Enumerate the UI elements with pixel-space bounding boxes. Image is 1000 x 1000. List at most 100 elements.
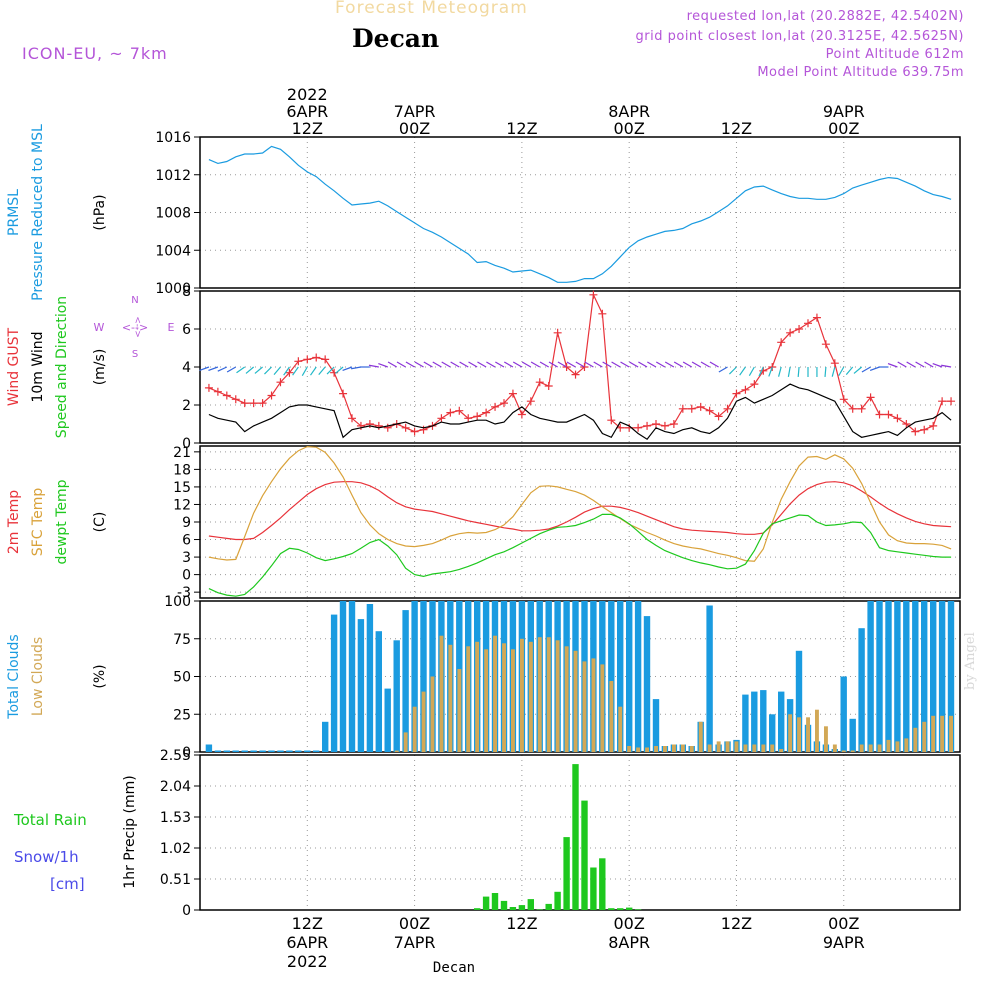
wind-direction-arrow [387, 361, 398, 368]
clouds-bar [366, 604, 374, 752]
precip-ytick-label: 1.02 [160, 841, 191, 857]
precip-ytick-label: 2.04 [160, 779, 191, 795]
wind-direction-arrow [273, 366, 281, 376]
clouds-bar [617, 601, 624, 752]
compass-south-label: S [132, 349, 138, 360]
clouds-bar [627, 746, 632, 752]
gust-point-marker [410, 427, 419, 436]
gust-point-marker [750, 380, 759, 389]
gust-point-marker [204, 383, 213, 392]
gust-point-marker [929, 421, 938, 430]
temperature-ytick-label: 6 [182, 533, 191, 549]
precip-bar [474, 908, 481, 910]
pressure-frame [199, 136, 961, 289]
wind-direction-arrow [728, 366, 737, 375]
precip-bar [626, 907, 633, 910]
wind-ytick-label: 8 [182, 284, 191, 300]
wind-direction-arrow [292, 366, 299, 376]
model-name: ICON-EU, ~ 7km [22, 44, 168, 63]
precip-bar [536, 909, 543, 910]
clouds-bar [922, 721, 927, 752]
clouds-bar [214, 750, 222, 752]
location-name: Decan [352, 24, 440, 53]
wind-direction-arrow [682, 361, 693, 368]
gust-point-marker [339, 389, 348, 398]
clouds-bar [466, 646, 471, 752]
clouds-bar [921, 601, 928, 752]
clouds-bar [895, 741, 900, 752]
clouds-bar [672, 744, 676, 752]
gust-point-marker [857, 404, 866, 413]
gust-point-marker [678, 404, 687, 413]
gust-point-marker [348, 414, 356, 423]
wind-direction-arrow [350, 366, 362, 370]
clouds-bar [652, 699, 660, 752]
gust-point-marker [839, 395, 848, 404]
gust-point-marker [222, 391, 231, 400]
pressure-ytick-label: 1012 [155, 168, 191, 184]
clouds-bar [849, 718, 856, 752]
clouds-bar [394, 750, 399, 752]
clouds-bar [859, 744, 864, 752]
wind-direction-arrow [647, 361, 657, 368]
clouds-bar [706, 605, 713, 752]
precip-bar [545, 903, 552, 910]
clouds-ytick-label: 100 [164, 594, 191, 610]
wind-direction-arrow [700, 361, 710, 368]
temperature-series-line [208, 513, 952, 597]
clouds-bar [232, 750, 239, 752]
precip-panel: 0 0.51 1.02 1.53 2.04 2.55 Total Rain Snow/1h [c… [13, 748, 961, 919]
gust-point-marker [437, 414, 446, 423]
clouds-bar [752, 744, 757, 752]
clouds-bar [931, 715, 936, 752]
gust-point-marker [464, 414, 473, 423]
model-point-altitude: Model Point Altitude 639.75m [757, 65, 964, 80]
wind-direction-arrow [283, 366, 290, 376]
clouds-bar [430, 676, 435, 752]
wind-direction-arrow [486, 361, 496, 368]
clouds-bar [582, 661, 587, 752]
time-tick-label-top: 00Z [828, 119, 859, 138]
clouds-bar [841, 750, 846, 752]
wind-direction-arrow [861, 366, 871, 373]
clouds-bar [457, 669, 462, 752]
precip-bar [634, 909, 642, 910]
clouds-bar [618, 706, 623, 752]
compass-north-label: N [131, 295, 138, 306]
clouds-bar [286, 750, 293, 752]
wind-direction-arrow [548, 361, 558, 368]
clouds-bar [502, 643, 506, 752]
precip-bar [608, 908, 615, 910]
clouds-bar [930, 601, 937, 752]
wind-direction-arrow [758, 366, 764, 377]
clouds-bar [546, 637, 551, 752]
wind-direction-arrow [869, 366, 880, 371]
clouds-bar [707, 744, 712, 752]
clouds-bar [330, 614, 338, 752]
wind-direction-arrow [396, 361, 406, 368]
clouds-bar [778, 691, 785, 752]
wind-direction-arrow [539, 361, 550, 368]
precip-ytick-label: 0 [182, 903, 191, 919]
wind-direction-arrow [557, 361, 567, 368]
clouds-bar [205, 744, 213, 752]
gust-point-marker [875, 410, 884, 419]
gust-point-marker [526, 397, 535, 406]
clouds-bar [564, 646, 569, 752]
wind-direction-arrow [778, 366, 782, 377]
wind-direction-arrow [887, 363, 898, 368]
clouds-bar [402, 610, 409, 752]
gust-point-marker [455, 406, 464, 415]
clouds-ytick-label: 25 [173, 707, 191, 723]
clouds-bar [940, 715, 945, 752]
precip-bar [500, 900, 508, 910]
gust-point-marker [419, 425, 428, 434]
wind-direction-arrow [318, 366, 326, 376]
precip-bar [572, 764, 579, 910]
temperature-ytick-label: 15 [173, 480, 191, 496]
clouds-label: Total Clouds [6, 634, 22, 719]
wind-direction-arrow [566, 361, 576, 368]
temperature-series-line [208, 481, 952, 541]
clouds-bar [654, 746, 658, 752]
clouds-bar [886, 739, 891, 752]
